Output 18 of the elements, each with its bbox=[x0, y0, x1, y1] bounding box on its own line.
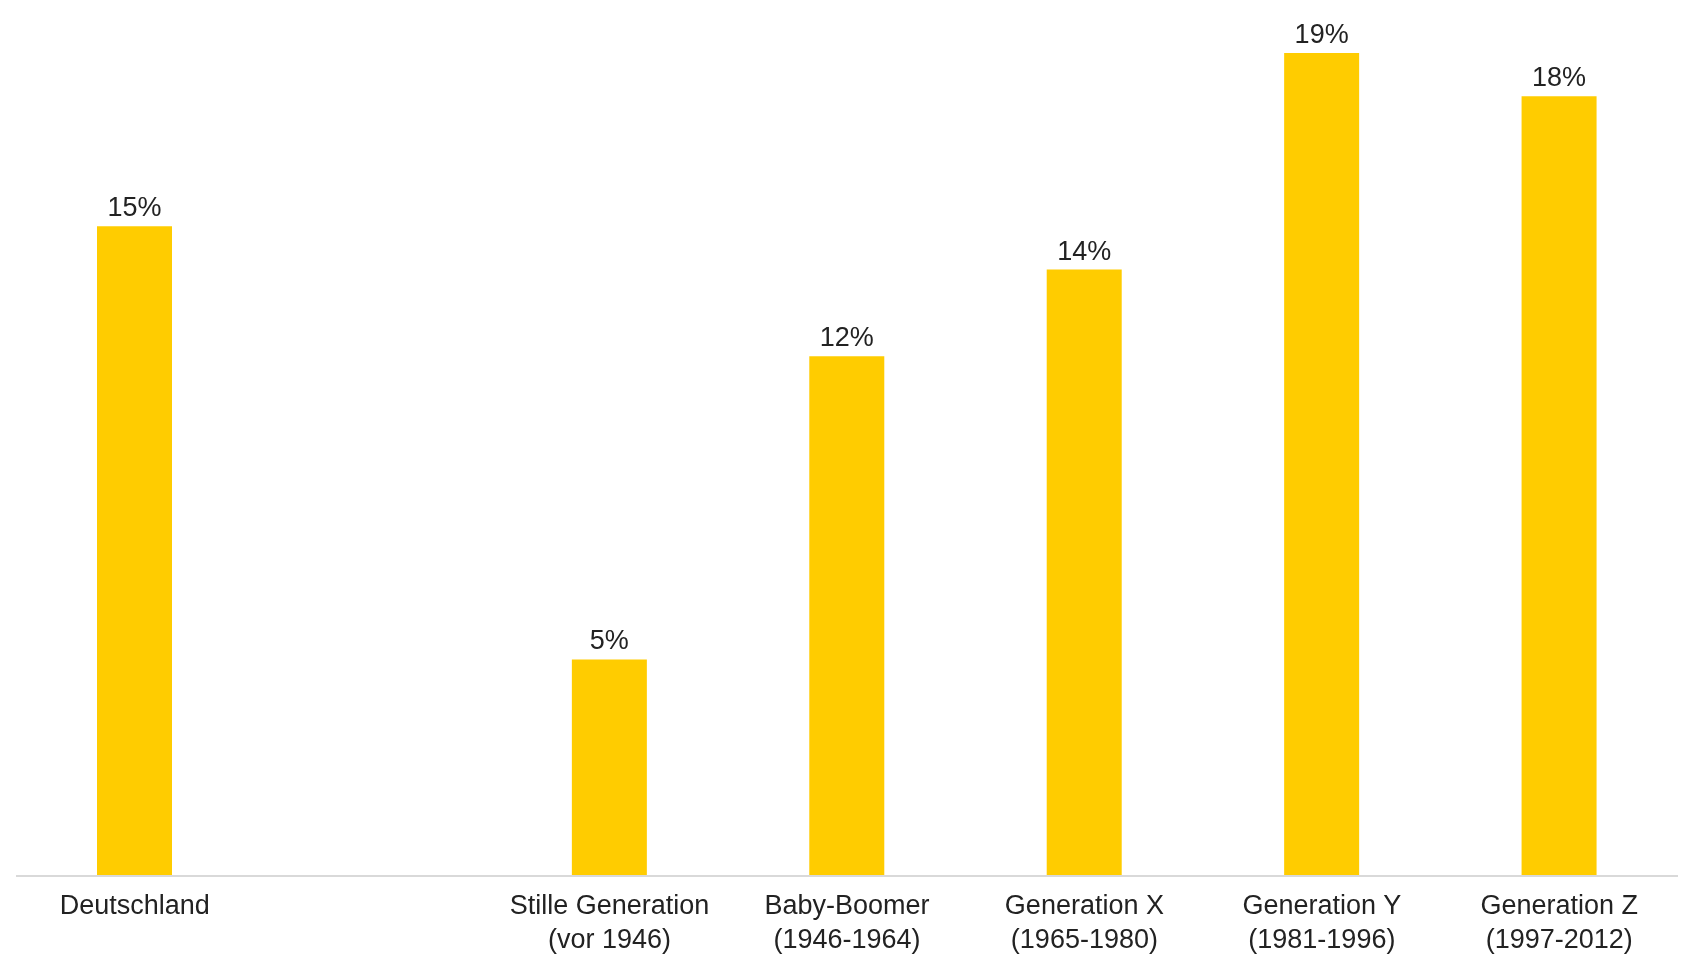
data-label: 14% bbox=[1057, 235, 1112, 266]
data-label: 12% bbox=[819, 322, 874, 353]
x-tick-label: Generation Y (1981-1996) bbox=[1242, 890, 1402, 954]
bar bbox=[1521, 96, 1597, 876]
data-label: 5% bbox=[589, 625, 629, 656]
x-tick-label: Generation X (1965-1980) bbox=[1004, 890, 1164, 954]
x-tick-label: Deutschland bbox=[59, 890, 210, 920]
x-tick-label: Generation Z (1997-2012) bbox=[1480, 890, 1639, 954]
bar bbox=[97, 226, 172, 876]
bar bbox=[571, 659, 647, 876]
bar bbox=[1284, 53, 1360, 876]
bar bbox=[809, 356, 885, 876]
data-label: 19% bbox=[1294, 19, 1349, 49]
bar bbox=[1046, 269, 1122, 876]
data-label: 15% bbox=[107, 192, 162, 223]
x-tick-label: Stille Generation (vor 1946) bbox=[509, 890, 710, 954]
x-tick-label: Baby-Boomer (1946-1964) bbox=[764, 890, 930, 954]
data-label: 18% bbox=[1532, 62, 1587, 93]
